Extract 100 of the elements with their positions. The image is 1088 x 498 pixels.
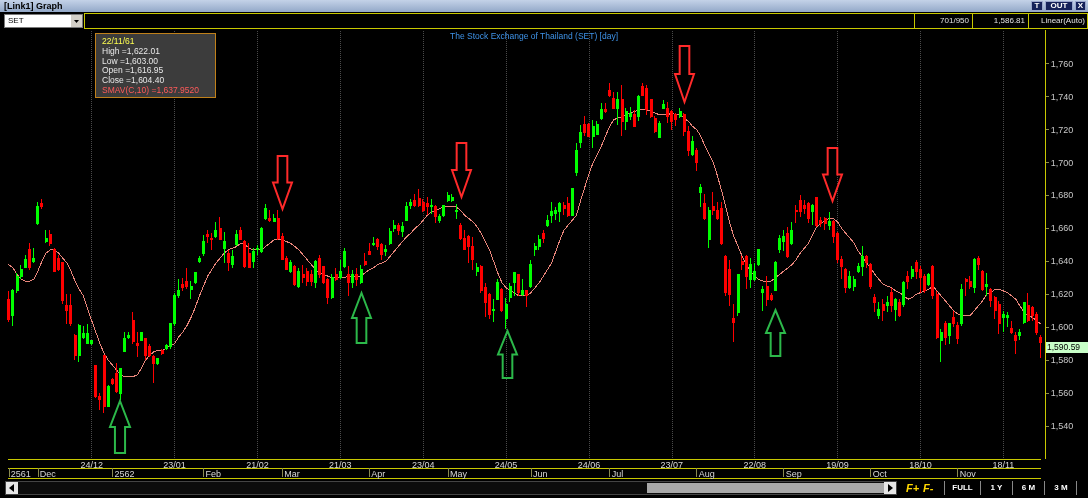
candlestick (297, 267, 300, 289)
candlestick (314, 259, 317, 289)
candlestick (989, 287, 992, 308)
text: F+ (906, 481, 920, 495)
candlestick (542, 229, 545, 244)
candlestick (894, 297, 897, 322)
text: Apr (371, 468, 386, 479)
x-tick-label: 18/10 (909, 459, 932, 470)
candlestick (185, 267, 188, 290)
annotation: SMAV(C,10) =1,637.9520 (102, 85, 199, 95)
candlestick (103, 354, 106, 414)
candlestick (239, 226, 242, 241)
candlestick (401, 221, 404, 238)
candlestick (728, 259, 731, 307)
annotation: Low =1,603.00 (102, 55, 159, 66)
candlestick (579, 124, 582, 149)
x-tick-label: 24/06 (577, 459, 601, 470)
button: OUT (1045, 1, 1073, 11)
candlestick (447, 191, 450, 203)
candlestick (202, 234, 205, 257)
candlestick (331, 273, 334, 300)
candlestick (745, 254, 748, 290)
candlestick (645, 84, 648, 116)
candlestick (119, 367, 122, 401)
candlestick (418, 188, 421, 208)
text: Aug (698, 468, 715, 479)
candlestick (898, 298, 901, 318)
annotation: Open =1,616.95 (102, 65, 164, 76)
y-tick-label: 1,580 (1050, 355, 1074, 366)
candlestick (571, 188, 574, 216)
chart-title: The Stock Exchange of Thailand (SET) [day] (450, 30, 619, 41)
x-tick-label: 18/11 (992, 459, 1015, 470)
candlestick (214, 221, 217, 239)
candlestick (558, 201, 561, 223)
candlestick (306, 267, 309, 287)
candlestick (869, 262, 872, 290)
candlestick (513, 272, 516, 297)
candlestick (380, 242, 383, 261)
candlestick (69, 293, 72, 327)
candlestick (339, 259, 342, 280)
candlestick (604, 102, 607, 114)
candlestick (600, 102, 603, 121)
x-tick-label: 22/08 (743, 459, 766, 470)
candlestick (343, 247, 346, 269)
candlestick (310, 269, 313, 287)
candlestick (194, 272, 197, 285)
candlestick (662, 99, 665, 109)
candlestick (1039, 334, 1042, 359)
candlestick (550, 201, 553, 224)
candlestick (616, 91, 619, 126)
y-tick-label: 1,640 (1050, 256, 1074, 267)
text: Nov (959, 468, 977, 479)
candlestick (476, 262, 479, 277)
candlestick (364, 252, 367, 267)
candlestick (844, 267, 847, 294)
y-tick-label: 1,560 (1050, 388, 1074, 399)
candlestick (210, 232, 213, 251)
candlestick (931, 264, 934, 300)
candlestick (766, 275, 769, 307)
candlestick (757, 249, 760, 267)
candlestick (235, 229, 238, 247)
candlestick (848, 270, 851, 290)
candlestick (335, 267, 338, 282)
candlestick (45, 229, 48, 244)
x-tick-label: 21/03 (329, 459, 352, 470)
button: T (1031, 1, 1043, 11)
candlestick (442, 204, 445, 218)
candlestick (152, 354, 155, 384)
candlestick (853, 275, 856, 292)
candlestick (778, 234, 781, 254)
candlestick (198, 255, 201, 264)
text: Dec (39, 468, 57, 479)
y-tick-label: 1,740 (1050, 91, 1074, 102)
candlestick (658, 120, 661, 139)
candlestick (156, 357, 159, 366)
text: Feb (205, 468, 222, 479)
candlestick (264, 203, 267, 221)
candlestick (430, 198, 433, 215)
candlestick (65, 293, 68, 325)
candlestick (243, 239, 246, 269)
candlestick (674, 112, 677, 127)
candlestick (554, 206, 557, 221)
candlestick (633, 109, 636, 127)
candlestick (190, 280, 193, 300)
candlestick (293, 264, 296, 287)
candlestick (807, 201, 810, 224)
candlestick (273, 213, 276, 223)
status-field: Linear(Auto) (1028, 13, 1088, 29)
text: 2562 (114, 468, 135, 479)
button: 3 M (1044, 481, 1077, 495)
button: 6 M (1012, 481, 1044, 495)
candlestick (877, 301, 880, 320)
candlestick (492, 298, 495, 323)
candlestick (355, 267, 358, 287)
candlestick (563, 201, 566, 216)
candlestick (621, 84, 624, 137)
candlestick (882, 298, 885, 322)
candlestick (509, 282, 512, 303)
y-tick-label: 1,600 (1050, 322, 1074, 333)
candlestick (132, 311, 135, 345)
